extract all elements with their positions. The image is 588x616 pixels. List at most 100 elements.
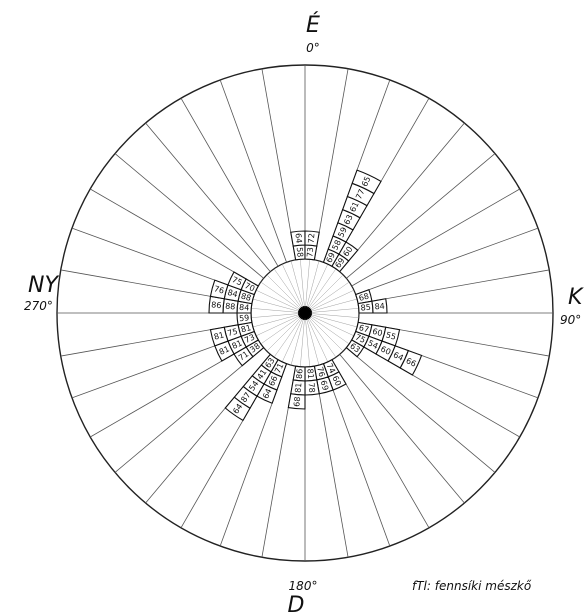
sector-cell-value: 61 [348,200,360,213]
north-label: É [306,12,320,38]
sector-line [313,366,349,558]
sector-line [180,98,279,267]
sector-cell-value: 76 [315,366,326,378]
center-hair-line [266,274,304,312]
center-hair-line [273,315,304,358]
sector-cell [224,396,251,422]
sector-cell-value: 65 [360,175,372,188]
sector-cell [209,279,229,300]
center-hair-line [260,281,303,312]
sector-line [114,153,264,279]
center-hair-line [307,314,350,345]
sector-cell-value: 81 [240,323,252,334]
center-hair-line [290,315,305,366]
center-hair-line [307,298,358,313]
center-hair-line [266,314,304,352]
sector-line [219,79,287,263]
sector-cell-value: 58 [295,247,305,258]
sector-cell-value: 69 [319,379,330,391]
sector-cell [227,271,247,291]
sector-cell-value: 84 [226,288,238,299]
sector-cell [371,298,388,314]
sector-cell-value: 59 [239,313,250,323]
sector-cell [351,169,382,195]
sector-line [145,122,271,272]
center-hair-line [307,313,359,318]
east-label: K [568,285,584,310]
center-star-ray [302,306,308,320]
sector-cell-value: 70 [243,281,256,293]
sector-cell-value: 88 [240,292,252,303]
center-hair-line [307,281,350,312]
center-hair-line [307,308,359,313]
sector-cell-value: 60 [330,374,342,387]
sector-line [346,153,496,279]
sector-cell-value: 75 [226,327,238,338]
sector-cell-value: 75 [231,275,244,287]
sector-cell-value: 73 [305,247,315,258]
center-hair-line [252,298,303,313]
sector-cell-value: 81 [218,344,231,356]
center-hair-line [306,315,329,363]
center-hair-line [255,314,303,337]
center-hair-line [290,260,305,311]
sector-cell-value: 81 [294,382,304,393]
center-hair-line [306,315,337,358]
sector-cell-value: 81 [213,330,225,341]
sector-cell-value: 73 [243,333,256,345]
sector-cell [209,326,229,347]
center-hair-line [306,274,344,312]
sector-cell-value: 88 [225,302,236,312]
sector-cell-value: 64 [392,350,405,362]
sector-cell [338,241,359,262]
sector-cell-value: 67 [358,323,370,334]
center-hair-line [251,313,303,318]
sector-cell-value: 66 [267,374,279,387]
sector-cell-value: 81 [305,368,315,379]
center-hair-line [300,315,305,367]
center-hair-line [281,263,304,311]
sector-line [323,363,391,547]
sector-cell-value: 75 [354,333,367,345]
sector-line [339,354,465,504]
sector-line [351,188,520,287]
sector-cell [399,349,423,376]
center-hair-line [305,259,310,311]
south-label: D [288,593,305,616]
center-hair-line [305,315,310,367]
center-hair-line [306,314,344,352]
sector-line [313,68,349,260]
sector-cell-value: 68 [358,292,370,303]
sector-cell-value: 74 [325,362,337,375]
sector-cell-value: 60 [379,344,392,356]
sector-cell-value: 78 [307,382,317,393]
sector-cell-value: 64 [294,233,304,244]
sector-line [261,68,297,260]
sector-cell-value: 54 [366,338,379,350]
west-label: NY [28,273,59,298]
sector-cell-value: 69 [325,251,337,264]
sector-cell [304,230,320,247]
sector-line [339,122,465,272]
center-hair-line [306,263,329,311]
sector-cell-value: 86 [211,300,222,310]
sector-line [331,359,430,528]
sector-cell-value: 85 [360,303,371,313]
west-degree-label: 270° [24,299,53,313]
sector-cell-value: 76 [213,284,225,295]
sector-cell-value: 58 [330,239,342,252]
south-degree-label: 180° [289,579,318,593]
sector-cell [287,393,306,410]
sector-line [90,188,259,287]
sector-cell-value: 72 [307,233,317,244]
center-hair-line [307,314,355,337]
sector-cell-value: 60 [371,327,383,338]
center-hair-line [305,260,320,311]
center-hair-line [307,313,358,328]
center-hair-line [307,289,355,312]
center-hair-line [281,315,304,363]
sector-cell-value: 64 [261,387,273,400]
sector-line [346,347,496,473]
